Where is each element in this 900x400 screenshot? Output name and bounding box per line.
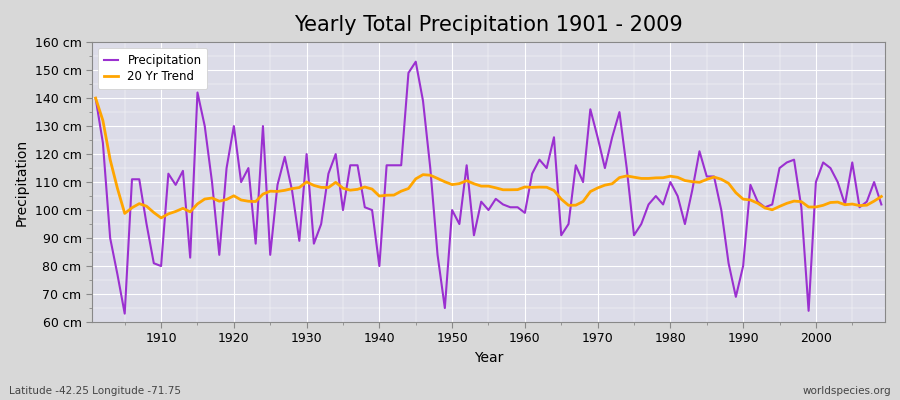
Precipitation bbox=[120, 311, 130, 316]
20 Yr Trend bbox=[316, 185, 327, 190]
Title: Yearly Total Precipitation 1901 - 2009: Yearly Total Precipitation 1901 - 2009 bbox=[294, 15, 683, 35]
20 Yr Trend bbox=[359, 184, 370, 189]
20 Yr Trend bbox=[519, 184, 530, 189]
Precipitation bbox=[526, 171, 537, 176]
20 Yr Trend bbox=[614, 175, 625, 180]
Precipitation bbox=[534, 157, 544, 162]
Precipitation bbox=[156, 264, 166, 268]
20 Yr Trend bbox=[156, 216, 166, 220]
20 Yr Trend bbox=[526, 185, 537, 190]
Y-axis label: Precipitation: Precipitation bbox=[15, 138, 29, 226]
20 Yr Trend bbox=[148, 210, 159, 215]
20 Yr Trend bbox=[90, 96, 101, 100]
Precipitation bbox=[359, 205, 370, 210]
Precipitation bbox=[621, 166, 632, 170]
Precipitation bbox=[316, 222, 327, 226]
Precipitation bbox=[410, 59, 421, 64]
Line: 20 Yr Trend: 20 Yr Trend bbox=[95, 98, 881, 218]
Text: worldspecies.org: worldspecies.org bbox=[803, 386, 891, 396]
Precipitation bbox=[876, 202, 886, 207]
20 Yr Trend bbox=[876, 194, 886, 199]
X-axis label: Year: Year bbox=[473, 351, 503, 365]
Precipitation bbox=[90, 96, 101, 100]
Text: Latitude -42.25 Longitude -71.75: Latitude -42.25 Longitude -71.75 bbox=[9, 386, 181, 396]
Legend: Precipitation, 20 Yr Trend: Precipitation, 20 Yr Trend bbox=[98, 48, 207, 89]
Line: Precipitation: Precipitation bbox=[95, 62, 881, 314]
